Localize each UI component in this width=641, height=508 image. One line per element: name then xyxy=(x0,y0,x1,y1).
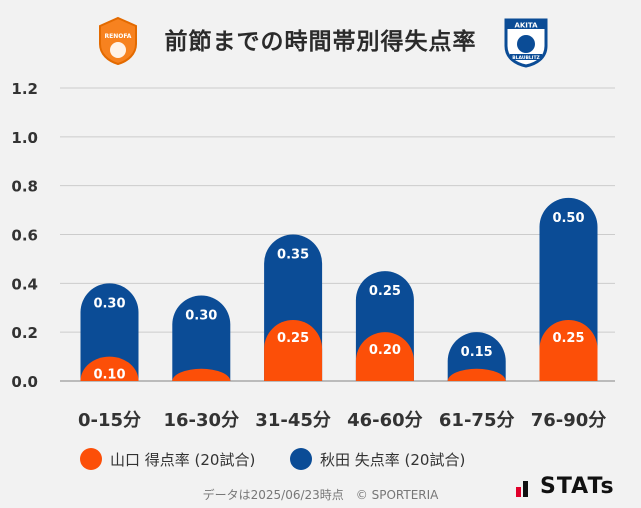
blaublitz-akita-crest-icon: AKITA BLAUBLITZ xyxy=(504,18,548,68)
stats-bars-icon xyxy=(516,480,528,497)
data-label-away-2: 0.35 xyxy=(277,248,309,263)
bar-home-3 xyxy=(355,332,414,381)
x-tick-label: 76-90分 xyxy=(531,410,607,431)
home-logo-text: RENOFA xyxy=(105,33,132,40)
data-label-away-0: 0.30 xyxy=(93,296,125,311)
bar-home-4 xyxy=(447,368,506,381)
stats-brand-text: STATs xyxy=(540,474,615,499)
y-tick-label: 0.6 xyxy=(11,227,38,245)
legend-swatch-away xyxy=(290,448,312,470)
data-label-home-2: 0.25 xyxy=(277,331,309,346)
legend-swatch-home xyxy=(80,448,102,470)
title-row: RENOFA 前節までの時間帯別得失点率 AKITA BLAUBLITZ xyxy=(0,0,641,80)
y-tick-label: 0.2 xyxy=(11,324,38,342)
x-tick-label: 61-75分 xyxy=(439,410,515,431)
legend-label-home: 山口 得点率 (20試合) xyxy=(110,450,256,469)
grid-lines xyxy=(60,87,615,382)
data-label-away-5: 0.50 xyxy=(552,211,584,226)
data-label-home-3: 0.20 xyxy=(369,343,401,358)
y-axis-ticks: 0.0 0.2 0.4 0.6 0.8 1.0 1.2 xyxy=(11,80,38,391)
bar-home-2 xyxy=(264,319,323,381)
legend-label-away: 秋田 失点率 (20試合) xyxy=(320,450,466,469)
bars xyxy=(80,197,598,381)
away-logo-bottom-text: BLAUBLITZ xyxy=(512,55,540,61)
x-axis-ticks: 0-15分 16-30分 31-45分 46-60分 61-75分 76-90分 xyxy=(78,410,606,431)
bar-home-5 xyxy=(539,319,598,381)
x-tick-label: 31-45分 xyxy=(255,410,331,431)
data-label-home-5: 0.25 xyxy=(552,331,584,346)
renofa-yamaguchi-crest-icon: RENOFA xyxy=(99,16,137,66)
legend-item-away: 秋田 失点率 (20試合) xyxy=(290,448,465,470)
x-tick-label: 0-15分 xyxy=(78,410,141,431)
y-tick-label: 0.0 xyxy=(11,373,38,391)
data-labels: 0.30 0.10 0.30 0.35 0.25 0.25 0.20 0.15 0.50 0.25 xyxy=(93,211,584,383)
chart-title: 前節までの時間帯別得失点率 xyxy=(164,29,477,55)
y-tick-label: 0.4 xyxy=(11,275,38,293)
data-label-home-0: 0.10 xyxy=(93,368,125,383)
x-tick-label: 46-60分 xyxy=(347,410,423,431)
stacked-bar-chart: 0.00.20.40.60.81.01.2 0.300.100.300.350.… xyxy=(11,80,615,431)
x-tick-label: 16-30分 xyxy=(164,410,240,431)
footer-note: データは2025/06/23時点 © SPORTERIA xyxy=(202,488,439,502)
y-tick-label: 1.0 xyxy=(11,129,38,147)
data-label-away-3: 0.25 xyxy=(369,284,401,299)
data-label-away-4: 0.15 xyxy=(461,345,493,360)
stats-logo: STATs xyxy=(516,474,615,499)
bar-away-0 xyxy=(80,283,139,381)
legend-item-home: 山口 得点率 (20試合) xyxy=(80,448,255,470)
y-tick-label: 1.2 xyxy=(11,80,38,98)
data-label-away-1: 0.30 xyxy=(185,309,217,324)
bar-away-4 xyxy=(447,332,506,381)
y-tick-label: 0.8 xyxy=(11,178,38,196)
bar-home-0 xyxy=(80,356,139,381)
away-logo-top-text: AKITA xyxy=(514,22,538,30)
bar-away-1 xyxy=(172,295,231,381)
bar-home-1 xyxy=(172,368,231,381)
